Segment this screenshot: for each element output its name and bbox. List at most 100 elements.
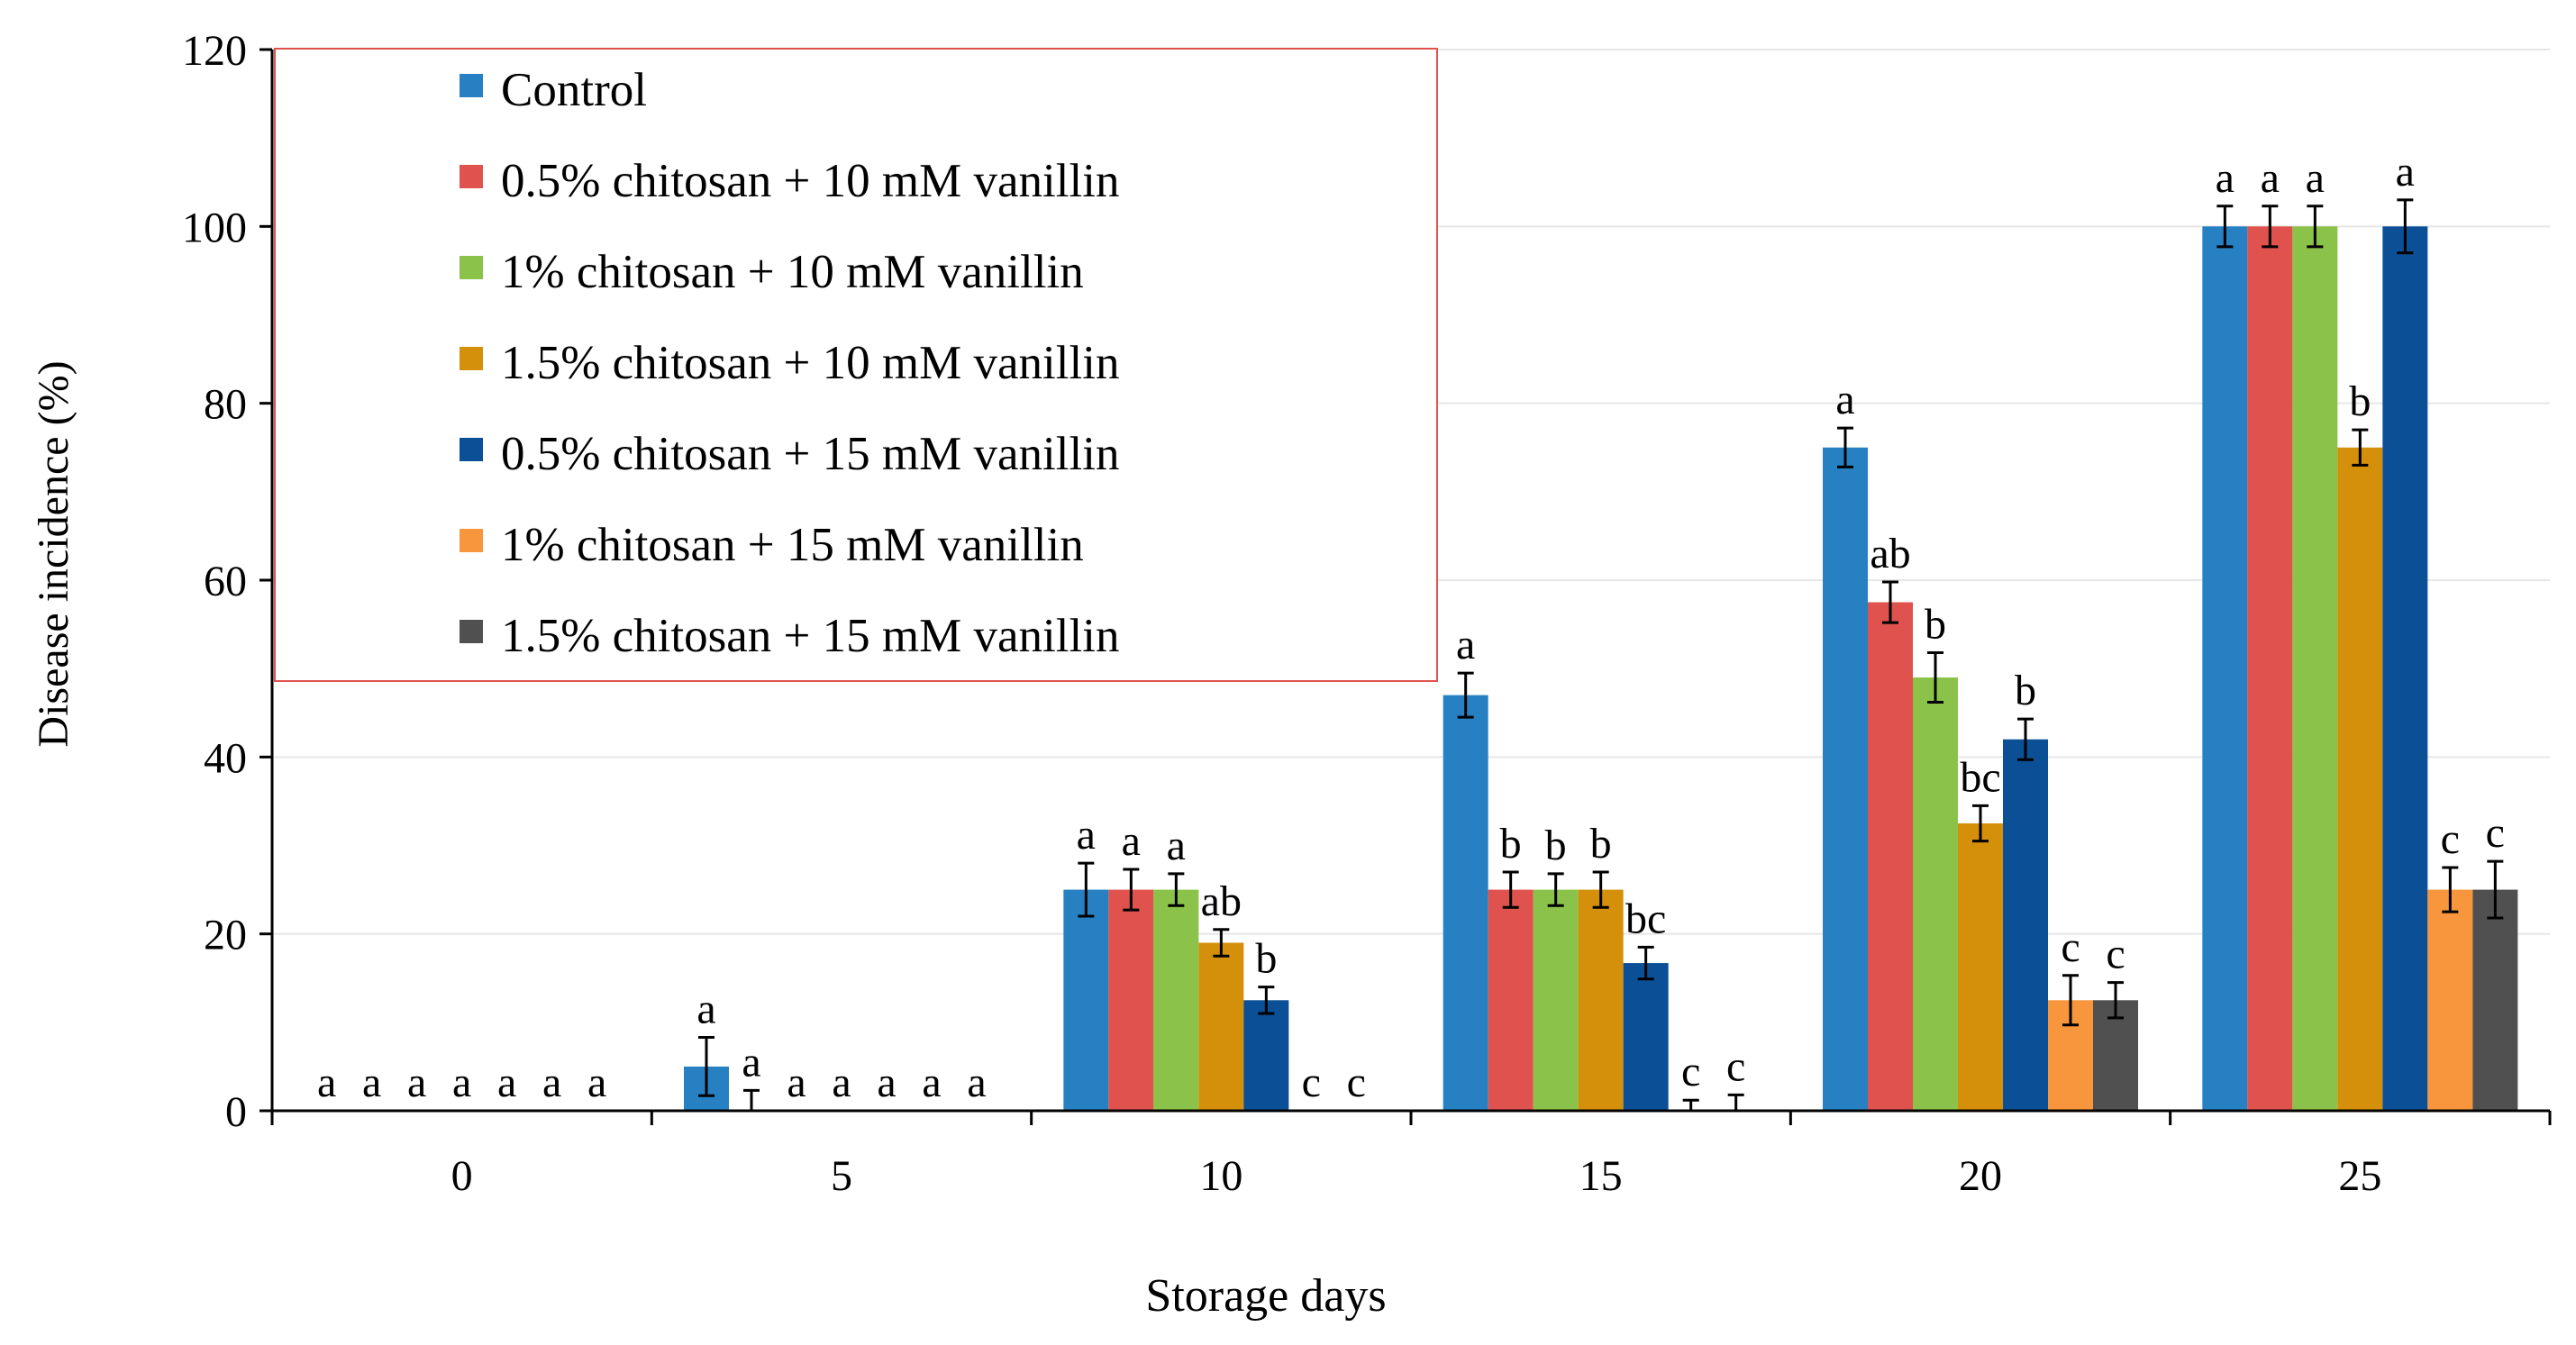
bar: [1913, 677, 1958, 1111]
significance-letter: c: [2486, 809, 2505, 857]
error-bar: [1972, 804, 1989, 843]
bar: [2247, 226, 2293, 1112]
bar: [2292, 226, 2338, 1112]
significance-letter: b: [1925, 600, 1946, 648]
legend-swatch: [460, 165, 483, 188]
legend-item: Control: [460, 64, 647, 116]
y-axis-label: Disease incidence (%): [30, 360, 77, 747]
legend-label: 0.5% chitosan + 10 mM vanillin: [501, 155, 1119, 207]
legend-item: 0.5% chitosan + 15 mM vanillin: [460, 428, 1119, 480]
x-tick-label: 5: [831, 1152, 852, 1200]
legend-label: 1% chitosan + 15 mM vanillin: [501, 519, 1084, 571]
bar: [1108, 889, 1154, 1111]
significance-letter: a: [317, 1059, 336, 1106]
legend-label: 0.5% chitosan + 15 mM vanillin: [501, 428, 1119, 480]
significance-letter: b: [1500, 820, 1522, 868]
x-tick-label: 20: [1959, 1152, 2002, 1200]
significance-letter: a: [542, 1059, 561, 1106]
bar: [1578, 889, 1624, 1111]
significance-letter: a: [1167, 822, 1186, 869]
y-tick-label: 20: [204, 912, 247, 959]
significance-letter: ab: [1870, 530, 1910, 577]
bar: [1823, 447, 1868, 1111]
bar: [1868, 602, 1913, 1111]
error-bar: [2397, 198, 2414, 255]
legend-label: 1.5% chitosan + 10 mM vanillin: [501, 337, 1119, 389]
significance-letter: a: [362, 1059, 381, 1106]
error-bar: [1457, 671, 1474, 719]
significance-letter: c: [1726, 1042, 1745, 1090]
y-tick-label: 100: [182, 204, 247, 251]
y-tick-label: 120: [182, 27, 247, 75]
error-bar: [1592, 870, 1609, 909]
error-bar: [698, 1036, 715, 1097]
legend-label: 1.5% chitosan + 15 mM vanillin: [501, 610, 1119, 662]
bar: [1958, 822, 2003, 1111]
significance-letter: a: [967, 1059, 986, 1106]
bar: [2202, 226, 2248, 1112]
significance-letter: a: [922, 1059, 941, 1106]
significance-letter: bc: [1960, 753, 2000, 801]
significance-letter: b: [1545, 822, 1567, 869]
error-bar: [2307, 204, 2324, 249]
bars: [684, 226, 2518, 1112]
significance-letter: a: [407, 1059, 426, 1106]
significance-letter: a: [2306, 154, 2325, 202]
y-tick-label: 40: [204, 734, 247, 782]
error-bar: [1727, 1093, 1744, 1111]
significance-letter: c: [1681, 1048, 1700, 1095]
error-bar: [1837, 426, 1853, 468]
error-bar: [1637, 945, 1654, 981]
legend-swatch: [460, 256, 483, 279]
significance-letter: c: [2061, 923, 2080, 971]
significance-letter: b: [1255, 935, 1277, 983]
significance-letter: ab: [1201, 877, 1242, 925]
x-tick-label: 15: [1579, 1152, 1623, 1200]
bar: [1443, 695, 1488, 1111]
x-tick-labels: 0 5 10 15 20 25: [451, 1152, 2382, 1200]
error-bar: [1547, 872, 1564, 907]
significance-letter: c: [2106, 931, 2125, 978]
legend-item: 1% chitosan + 15 mM vanillin: [460, 519, 1084, 571]
bar: [2472, 889, 2518, 1111]
error-bar: [1927, 650, 1943, 704]
error-bar: [2442, 866, 2459, 913]
error-bars: [698, 198, 2504, 1111]
x-tick-label: 0: [451, 1152, 473, 1200]
significance-letter: a: [2216, 154, 2235, 202]
y-tick-label: 60: [204, 558, 247, 605]
error-bar: [1168, 872, 1185, 907]
significance-letter: a: [877, 1059, 896, 1106]
error-bar: [1882, 580, 1898, 624]
bar: [2003, 739, 2048, 1111]
legend-label: Control: [501, 64, 647, 116]
legend-swatch: [460, 438, 483, 461]
error-bar: [1123, 868, 1140, 912]
significance-letter: a: [587, 1059, 606, 1106]
significance-letter: a: [832, 1059, 851, 1106]
significance-letter: a: [1835, 376, 1854, 423]
bar: [1243, 1000, 1289, 1111]
axes: [259, 48, 2552, 1125]
bar: [1063, 889, 1109, 1111]
bar: [1153, 889, 1199, 1111]
significance-letter: a: [742, 1038, 760, 1086]
error-bar: [2262, 204, 2279, 249]
error-bar: [2062, 974, 2079, 1027]
legend: Control 0.5% chitosan + 10 mM vanillin 1% …: [274, 48, 1438, 682]
error-bar: [1258, 986, 1275, 1015]
error-bar: [2352, 428, 2369, 467]
legend-swatch: [460, 620, 483, 643]
error-bar: [2487, 859, 2504, 920]
significance-letter: b: [2349, 377, 2371, 425]
significance-letter: c: [1302, 1059, 1321, 1106]
bar: [1198, 942, 1244, 1111]
x-tick-label: 10: [1199, 1152, 1242, 1200]
significance-letter: a: [2396, 148, 2415, 195]
significance-letter: a: [696, 986, 715, 1033]
legend-label: 1% chitosan + 10 mM vanillin: [501, 246, 1084, 298]
legend-item: 1.5% chitosan + 10 mM vanillin: [460, 337, 1119, 389]
error-bar: [2107, 981, 2124, 1020]
significance-letter: c: [1347, 1059, 1366, 1106]
